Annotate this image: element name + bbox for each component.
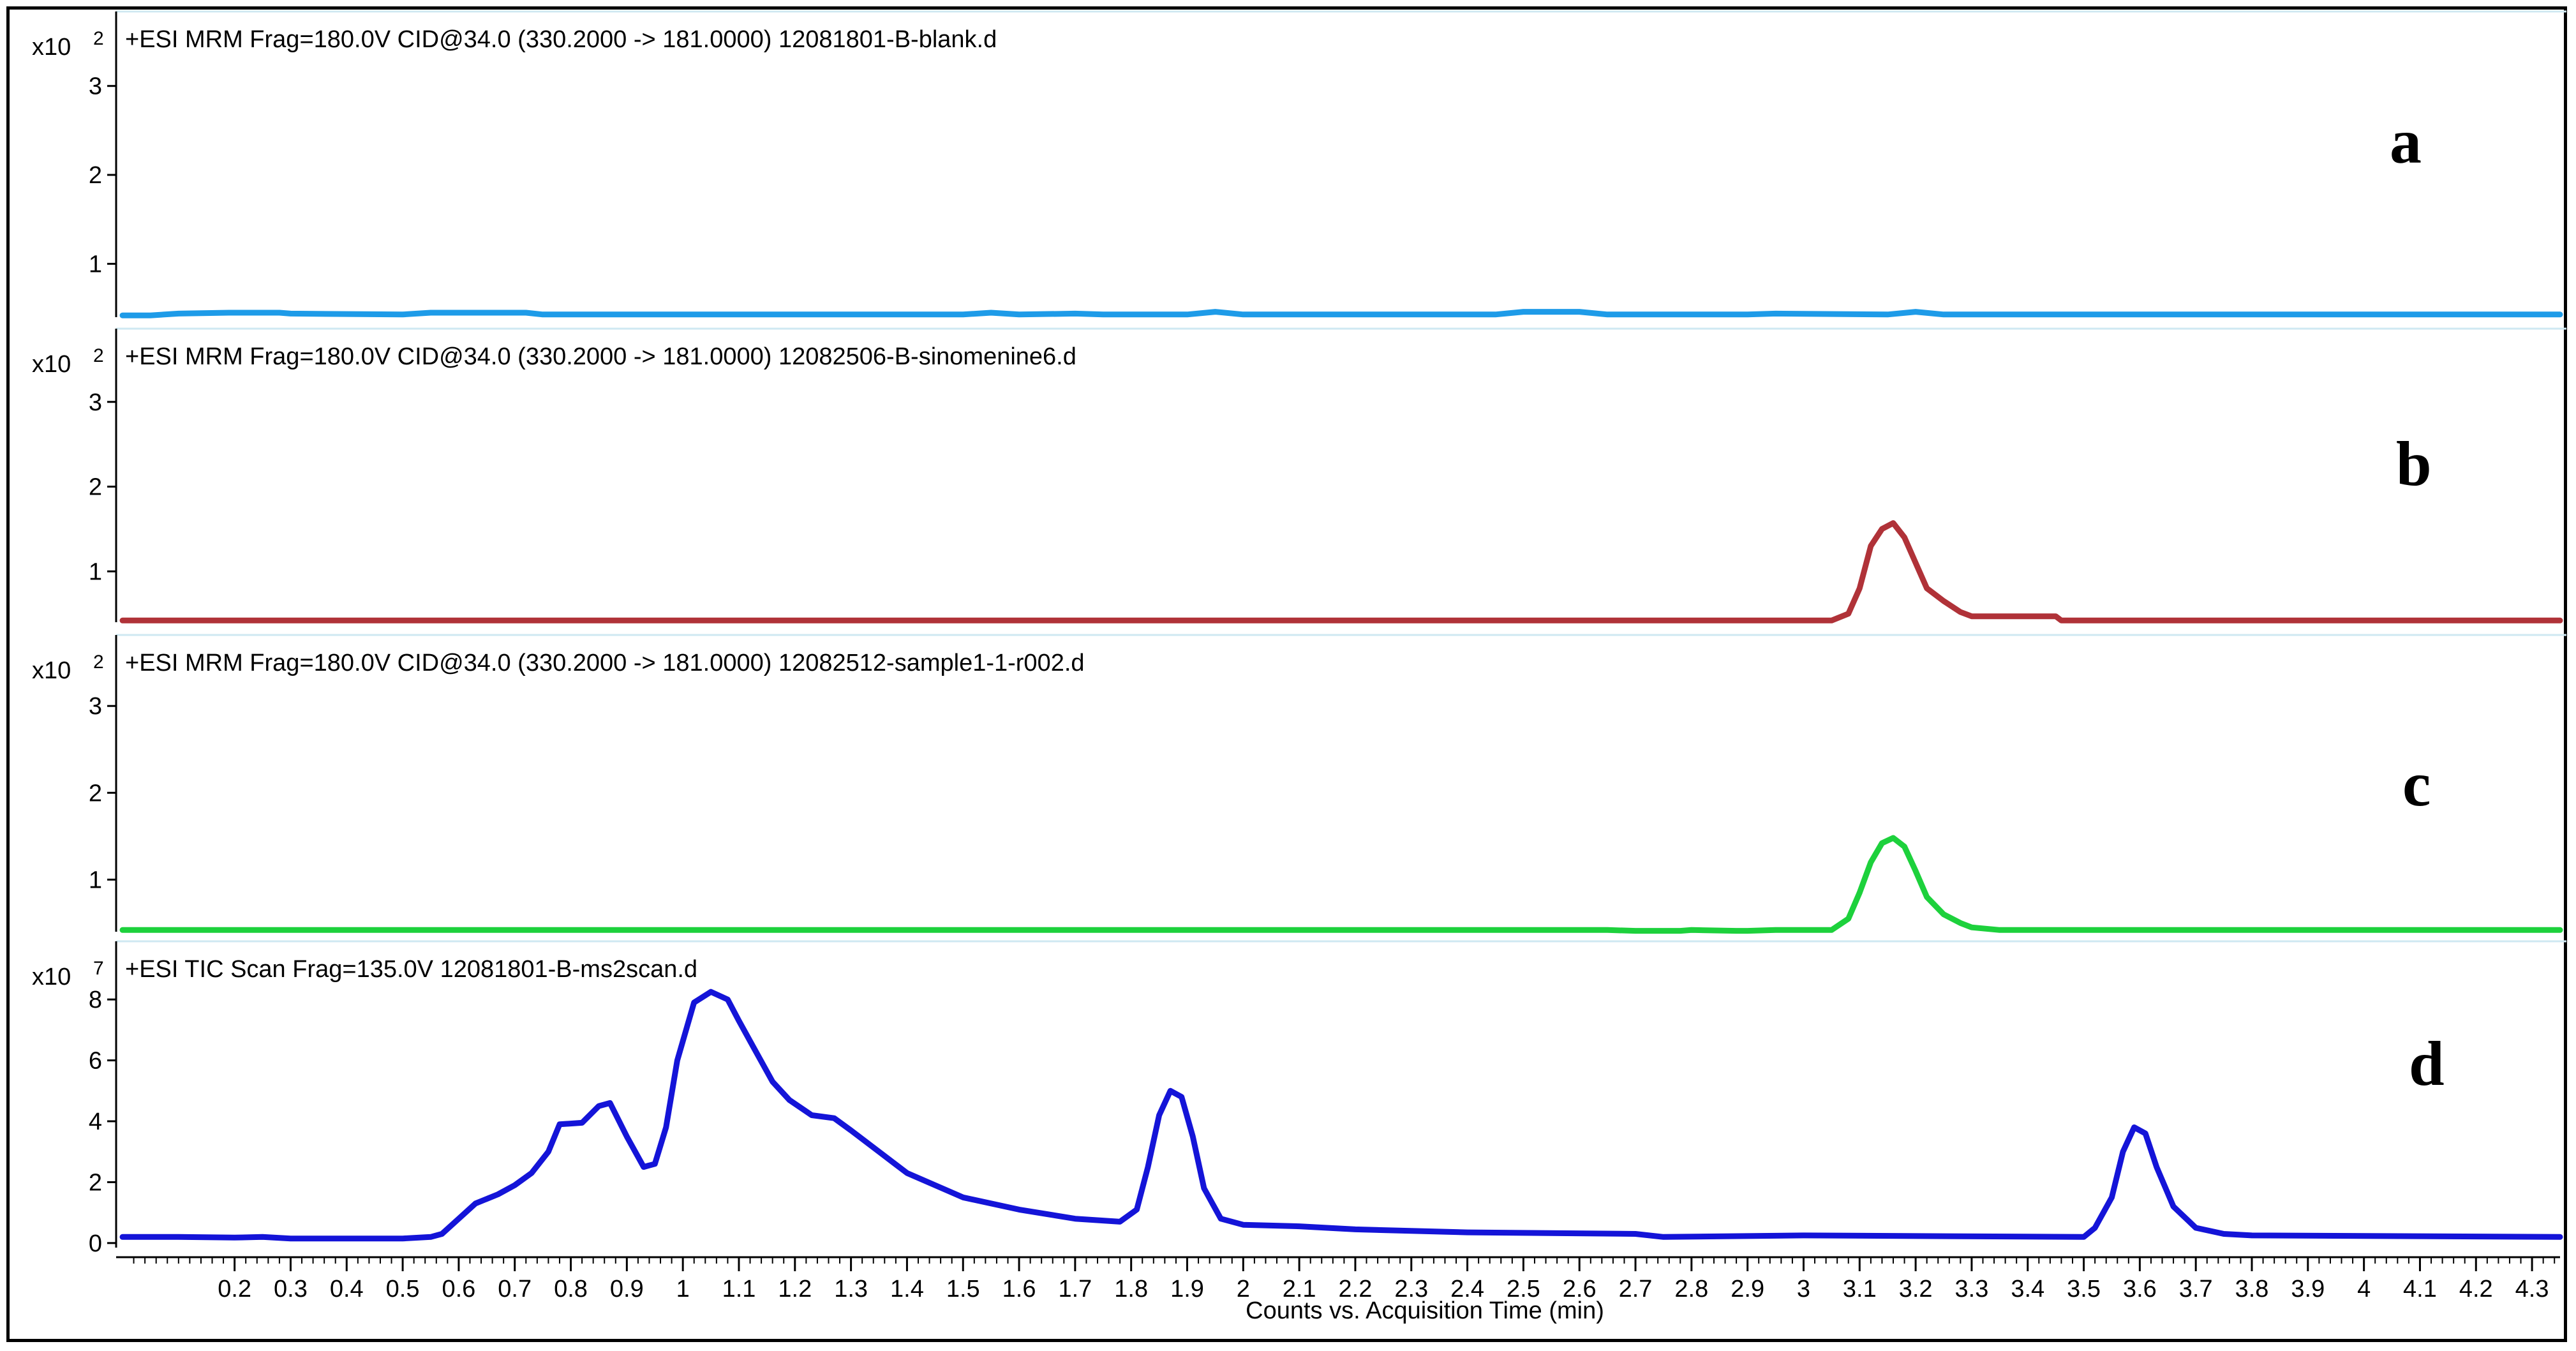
y-tick-label: 4 [89,1108,102,1135]
x-tick-label: 0.3 [274,1276,308,1302]
x-tick-label: 2.6 [1563,1276,1597,1302]
x-tick-label: 0.6 [442,1276,475,1302]
y-tick-label: 3 [89,693,102,720]
x-tick-label: 1.6 [1002,1276,1036,1302]
y-tick-label: 2 [89,780,102,807]
x-tick-label: 2.3 [1394,1276,1428,1302]
x-tick-label: 3.4 [2011,1276,2044,1302]
y-multiplier-base: x10 [32,34,71,61]
x-tick-label: 3.8 [2235,1276,2269,1302]
y-tick-label: 1 [89,867,102,893]
y-tick-label: 2 [89,1169,102,1196]
x-tick-label: 1.3 [834,1276,868,1302]
panel-letter: d [2409,1028,2445,1099]
panel-letter: b [2396,428,2432,499]
x-tick-label: 2.4 [1450,1276,1484,1302]
y-tick-label: 8 [89,987,102,1013]
x-tick-label: 1.8 [1114,1276,1148,1302]
y-tick-label: 2 [89,474,102,501]
x-tick-label: 0.5 [386,1276,420,1302]
y-multiplier-exponent: 2 [93,345,104,366]
x-tick-label: 4 [2357,1276,2371,1302]
y-multiplier-exponent: 2 [93,652,104,673]
x-tick-label: 2.5 [1507,1276,1540,1302]
panel-header-text: +ESI MRM Frag=180.0V CID@34.0 (330.2000 … [125,26,997,53]
x-tick-label: 2.8 [1674,1276,1708,1302]
y-multiplier-base: x10 [32,657,71,684]
x-tick-label: 2.1 [1283,1276,1316,1302]
x-tick-label: 1.9 [1170,1276,1204,1302]
x-axis-label: Counts vs. Acquisition Time (min) [1246,1297,1604,1324]
x-tick-label: 3.1 [1843,1276,1877,1302]
x-tick-label: 3.6 [2123,1276,2157,1302]
y-multiplier-base: x10 [32,964,71,990]
x-tick-label: 1.7 [1058,1276,1092,1302]
x-tick-label: 0.4 [330,1276,364,1302]
panel-header-text: +ESI MRM Frag=180.0V CID@34.0 (330.2000 … [125,343,1076,370]
x-tick-label: 3.3 [1955,1276,1989,1302]
x-tick-label: 1.5 [946,1276,980,1302]
y-tick-label: 3 [89,73,102,100]
x-tick-label: 3.5 [2067,1276,2101,1302]
y-multiplier-exponent: 7 [93,958,104,979]
x-tick-label: 4.3 [2515,1276,2549,1302]
chromatogram-trace-b [119,520,2563,623]
y-tick-label: 6 [89,1048,102,1075]
y-tick-label: 1 [89,558,102,585]
x-tick-label: 3.9 [2291,1276,2325,1302]
x-tick-label: 0.2 [218,1276,251,1302]
x-tick-label: 2.9 [1731,1276,1764,1302]
y-tick-label: 1 [89,251,102,278]
y-tick-label: 2 [89,162,102,189]
x-tick-label: 1 [676,1276,690,1302]
x-tick-label: 1.4 [890,1276,924,1302]
x-tick-label: 1.1 [722,1276,756,1302]
y-multiplier-base: x10 [32,351,71,378]
x-tick-label: 0.9 [610,1276,644,1302]
x-tick-label: 0.7 [498,1276,532,1302]
x-tick-label: 4.1 [2403,1276,2437,1302]
x-tick-label: 3 [1797,1276,1810,1302]
chromatogram-trace-d [119,989,2563,1242]
x-tick-label: 2.7 [1619,1276,1653,1302]
x-tick-label: 3.2 [1899,1276,1933,1302]
chromatogram-trace-c [119,835,2563,934]
y-multiplier-exponent: 2 [93,28,104,49]
y-tick-label: 0 [89,1230,102,1257]
x-tick-label: 0.8 [554,1276,588,1302]
panel-letter: a [2390,106,2422,177]
figure-frame [6,6,2567,1342]
x-tick-label: 3.7 [2179,1276,2213,1302]
x-tick-label: 2 [1237,1276,1250,1302]
chromatogram-trace-a [119,309,2563,318]
y-tick-label: 3 [89,389,102,416]
x-tick-label: 2.2 [1339,1276,1373,1302]
x-tick-label: 1.2 [778,1276,812,1302]
panel-header-text: +ESI MRM Frag=180.0V CID@34.0 (330.2000 … [125,650,1085,676]
panel-letter: c [2402,749,2431,819]
panel-header-text: +ESI TIC Scan Frag=135.0V 12081801-B-ms2… [125,956,697,983]
x-tick-label: 4.2 [2459,1276,2493,1302]
